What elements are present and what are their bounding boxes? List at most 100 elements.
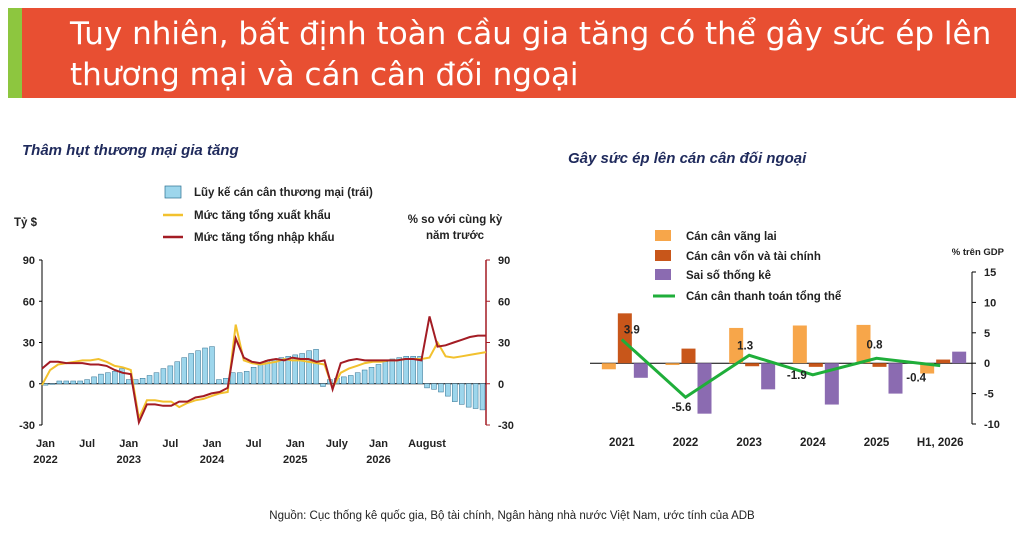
chart2-bar-errors xyxy=(633,363,648,378)
page-title: Tuy nhiên, bất định toàn cầu gia tăng có… xyxy=(70,16,992,93)
chart1-bar xyxy=(243,371,250,384)
chart1-bar xyxy=(348,375,354,384)
chart1-bar xyxy=(91,376,97,384)
chart2-legend-swatch xyxy=(655,230,671,241)
chart2-bar-capital xyxy=(872,363,887,367)
chart2-bar-current xyxy=(729,327,744,364)
chart2-ytick: 15 xyxy=(984,267,996,279)
chart1-bar xyxy=(216,379,222,384)
chart2-bar-capital xyxy=(936,359,951,364)
chart1-bar xyxy=(98,373,104,384)
chart1-ytick-right: -30 xyxy=(498,420,514,432)
chart1-bar xyxy=(368,367,375,384)
chart1-bar xyxy=(299,353,305,384)
chart1-bar xyxy=(105,372,111,384)
chart2-ytick: -5 xyxy=(984,389,994,401)
chart1-bar xyxy=(139,378,146,384)
chart2-ytick: -10 xyxy=(984,419,1000,431)
chart1-bar xyxy=(160,368,167,384)
chart2-bar-errors xyxy=(824,363,839,405)
chart1-xtick-label: Jul xyxy=(79,438,95,450)
chart2-legend-label: Sai số thống kê xyxy=(686,270,771,282)
chart1-ytick-left: -30 xyxy=(19,420,35,432)
chart2-bar-current xyxy=(665,363,680,366)
chart2-ylabel: % trên GDP xyxy=(952,247,1005,258)
chart1-bar xyxy=(119,368,125,384)
chart1-bar xyxy=(250,367,257,384)
chart2-data-label: -0.4 xyxy=(906,373,926,385)
chart1-ytick-left: 90 xyxy=(23,255,35,267)
chart1-legend-label: Lũy kế cán cân thương mại (trái) xyxy=(194,187,373,199)
chart1-xtick-year: 2024 xyxy=(200,454,225,466)
source-note: Nguồn: Cục thống kê quốc gia, Bộ tài chí… xyxy=(269,510,755,522)
chart2-bar-current xyxy=(792,325,807,364)
chart1-bar xyxy=(375,364,382,384)
chart2-legend-swatch xyxy=(655,269,671,280)
chart1-bar xyxy=(431,383,437,390)
chart2-bar-capital xyxy=(808,363,823,367)
chart2-ytick: 10 xyxy=(984,297,996,309)
chart1-bar xyxy=(410,356,416,384)
chart1-bar xyxy=(424,383,430,389)
chart1-bar xyxy=(63,380,69,384)
chart1-ytick-left: 30 xyxy=(23,338,35,350)
chart1-bar xyxy=(479,383,486,411)
chart2-data-label: -5.6 xyxy=(672,402,692,414)
chart1-ytick-right: 90 xyxy=(498,255,510,267)
chart1-xtick-label: July xyxy=(326,438,349,450)
chart1-xtick-label: Jan xyxy=(36,438,55,450)
chart2-bar-capital xyxy=(617,313,632,364)
chart2-bar-errors xyxy=(697,363,712,414)
chart1-ytick-right: 30 xyxy=(498,338,510,350)
chart1-bar xyxy=(341,376,347,384)
title-banner: Tuy nhiên, bất định toàn cầu gia tăng có… xyxy=(8,8,1016,98)
chart1-bar xyxy=(84,379,90,384)
chart1-bar xyxy=(49,383,56,385)
chart1-xtick-label: Jul xyxy=(162,438,178,450)
chart1-xtick-label: Jan xyxy=(202,438,221,450)
chart1-bar xyxy=(354,372,361,384)
chart2-category-label: 2022 xyxy=(673,437,699,449)
chart1-bar xyxy=(188,353,194,384)
chart2-bar-errors xyxy=(761,363,776,390)
chart2-legend-label: Cán cân vốn và tài chính xyxy=(686,251,821,263)
chart1-xtick-label: Jul xyxy=(246,438,262,450)
chart2-bar-errors xyxy=(888,363,903,394)
chart2-overall-line xyxy=(620,338,941,400)
chart1-bar xyxy=(209,346,215,384)
chart2-bar-capital xyxy=(681,348,696,364)
chart1-xtick-year: 2023 xyxy=(116,454,140,466)
chart1-bar xyxy=(320,383,326,387)
chart1-bar xyxy=(70,380,76,384)
chart2-data-label: 3.9 xyxy=(624,324,640,336)
chart1-xtick-year: 2022 xyxy=(33,454,57,466)
chart1-xtick-year: 2026 xyxy=(366,454,390,466)
chart1-imports-line xyxy=(41,316,486,426)
chart1-bar xyxy=(389,358,396,384)
chart1-bar xyxy=(445,383,451,397)
chart1-ytick-right: 60 xyxy=(498,296,510,308)
chart2-category-label: 2021 xyxy=(609,437,635,449)
chart2-legend-label: Cán cân thanh toán tổng thể xyxy=(686,291,842,303)
chart2-legend-swatch xyxy=(655,250,671,261)
chart1-bar xyxy=(202,347,208,384)
chart2-data-label: 1.3 xyxy=(737,340,753,352)
chart1-bar xyxy=(472,383,479,409)
chart1-bar xyxy=(417,356,423,384)
chart1-bar xyxy=(181,357,187,384)
chart1-ytick-left: 60 xyxy=(23,296,35,308)
chart2-category-label: 2025 xyxy=(864,437,890,449)
chart1-xtick-label: Jan xyxy=(286,438,305,450)
chart1-bar xyxy=(285,356,291,384)
chart1-bar xyxy=(174,361,180,384)
chart1-ylabel-right: % so với cùng kỳ năm trước xyxy=(408,214,503,242)
chart1-title: Thâm hụt thương mại gia tăng xyxy=(22,142,239,159)
chart1-bar xyxy=(459,383,465,405)
chart2-bar-current xyxy=(601,363,616,370)
chart1-bar xyxy=(452,383,458,402)
chart2-category-label: 2024 xyxy=(800,437,826,449)
chart1-bar xyxy=(306,350,312,384)
chart1-bar xyxy=(278,357,285,384)
chart2-data-label: 0.8 xyxy=(867,339,884,351)
